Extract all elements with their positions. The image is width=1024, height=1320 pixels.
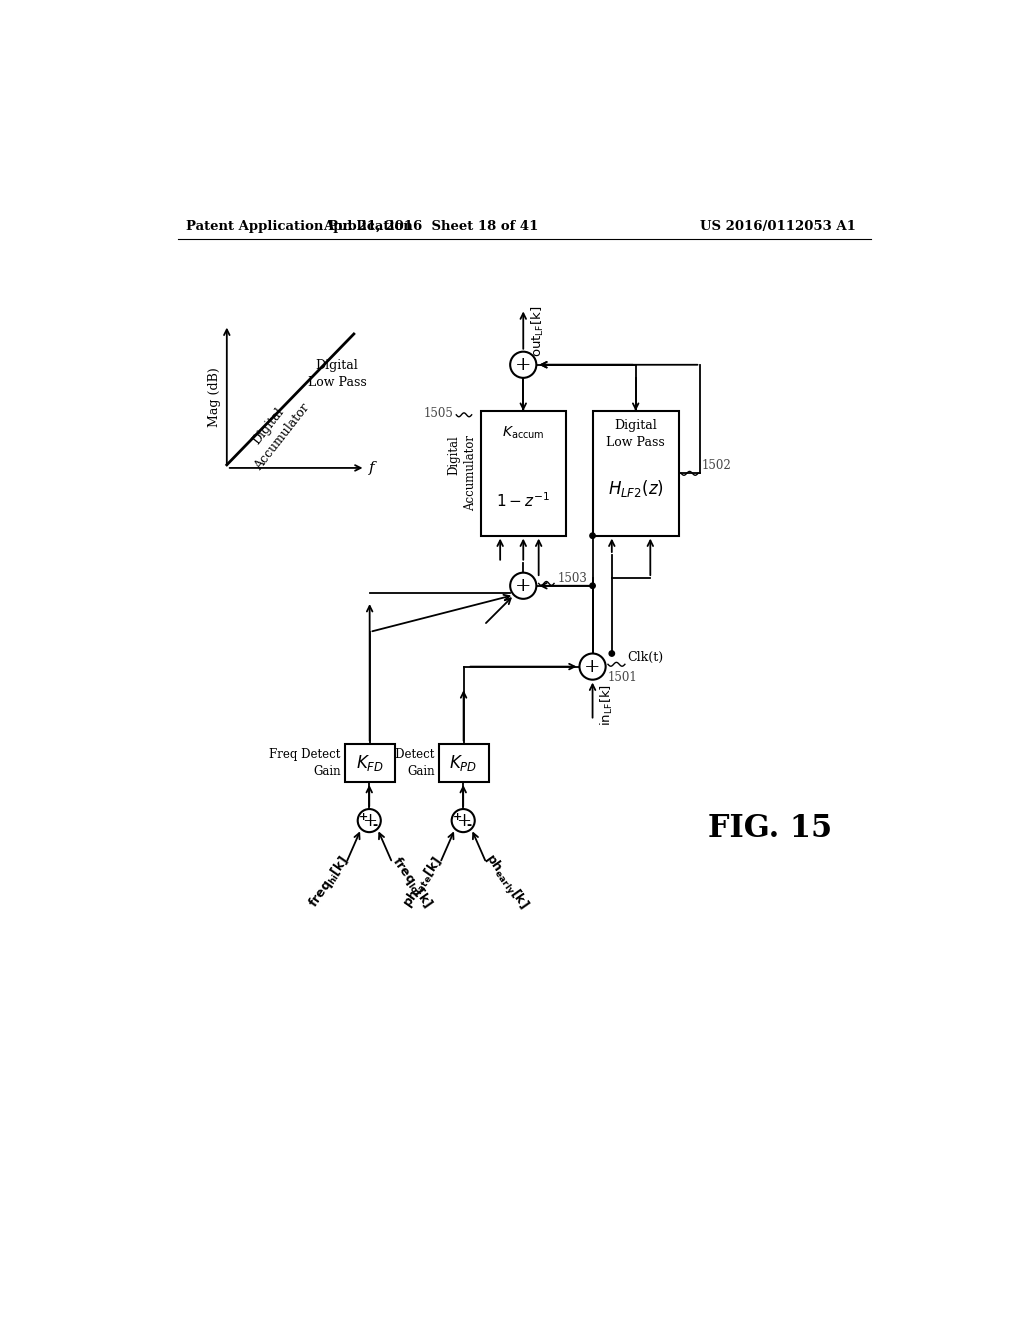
Circle shape: [357, 809, 381, 832]
Circle shape: [609, 651, 614, 656]
Text: $\mathbf{freq_{lo}[k]}$: $\mathbf{freq_{lo}[k]}$: [388, 853, 435, 911]
Circle shape: [580, 653, 605, 680]
Text: $H_{LF2}(z)$: $H_{LF2}(z)$: [607, 478, 664, 499]
Text: $K_{PD}$: $K_{PD}$: [450, 752, 478, 772]
Text: $\mathbf{ph_{late}[k]}$: $\mathbf{ph_{late}[k]}$: [399, 854, 446, 911]
Text: $\mathrm{in_{LF}[k]}$: $\mathrm{in_{LF}[k]}$: [599, 684, 614, 726]
Text: -: -: [467, 820, 472, 833]
Circle shape: [452, 809, 475, 832]
Text: Mag (dB): Mag (dB): [209, 367, 221, 426]
Text: +: +: [456, 812, 471, 829]
Text: Digital
Accumulator: Digital Accumulator: [447, 436, 477, 511]
Text: 1502: 1502: [701, 459, 732, 473]
Text: Digital
Accumulator: Digital Accumulator: [239, 391, 312, 473]
Bar: [593, 411, 679, 536]
Text: Apr. 21, 2016  Sheet 18 of 41: Apr. 21, 2016 Sheet 18 of 41: [324, 219, 539, 232]
Text: $\mathbf{freq_{hi}[k]}$: $\mathbf{freq_{hi}[k]}$: [305, 853, 353, 911]
Text: $K_{\mathrm{accum}}$: $K_{\mathrm{accum}}$: [502, 424, 545, 441]
Text: +: +: [453, 812, 462, 822]
Circle shape: [510, 573, 537, 599]
Text: Patent Application Publication: Patent Application Publication: [186, 219, 413, 232]
Text: Freq Detect
Gain: Freq Detect Gain: [269, 748, 341, 777]
Text: US 2016/0112053 A1: US 2016/0112053 A1: [700, 219, 856, 232]
Text: +: +: [358, 812, 368, 822]
Bar: [481, 411, 565, 536]
Bar: [345, 743, 394, 781]
Text: 1501: 1501: [608, 671, 638, 684]
Text: $1 - z^{-1}$: $1 - z^{-1}$: [497, 491, 550, 510]
Text: 1503: 1503: [558, 572, 588, 585]
Text: -: -: [373, 820, 378, 833]
Text: $K_{FD}$: $K_{FD}$: [355, 752, 384, 772]
Text: +: +: [515, 356, 531, 374]
Circle shape: [590, 533, 595, 539]
Text: $\mathrm{out_{LF}[k]}$: $\mathrm{out_{LF}[k]}$: [529, 306, 546, 358]
Text: Phase Detect
Gain: Phase Detect Gain: [356, 748, 435, 777]
Circle shape: [590, 583, 595, 589]
Bar: [438, 743, 488, 781]
Text: Digital
Low Pass: Digital Low Pass: [307, 359, 367, 389]
Text: f: f: [369, 461, 374, 475]
Text: FIG. 15: FIG. 15: [708, 813, 831, 843]
Text: $\mathbf{ph_{early}[k]}$: $\mathbf{ph_{early}[k]}$: [480, 851, 531, 913]
Text: +: +: [361, 812, 377, 829]
Text: 1505: 1505: [424, 407, 454, 420]
Text: Clk(t): Clk(t): [628, 651, 664, 664]
Text: Digital
Low Pass: Digital Low Pass: [606, 418, 665, 449]
Circle shape: [510, 351, 537, 378]
Text: +: +: [585, 657, 601, 676]
Text: +: +: [515, 577, 531, 595]
